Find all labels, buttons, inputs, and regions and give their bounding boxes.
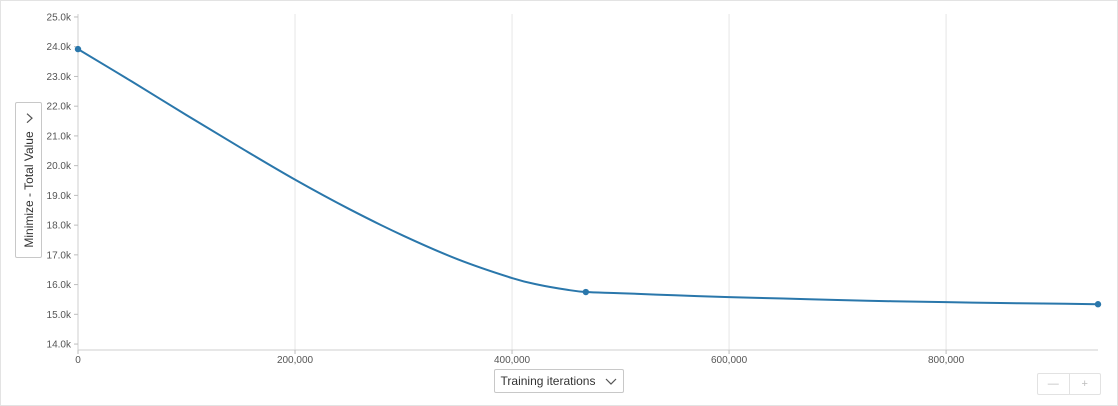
y-tick-label: 19.0k <box>47 191 72 202</box>
zoom-controls: — + <box>1037 373 1101 395</box>
axes <box>77 14 1098 351</box>
data-point[interactable] <box>1094 301 1102 308</box>
x-tick-label: 800,000 <box>928 355 965 366</box>
x-tick-label: 200,000 <box>277 355 314 366</box>
y-tick-label: 24.0k <box>47 42 72 53</box>
zoom-out-button[interactable]: — <box>1047 378 1059 390</box>
x-axis-ticks: 0 200,000 400,000 600,000 800,000 <box>75 350 965 366</box>
chevron-down-icon <box>606 378 617 385</box>
y-tick-label: 21.0k <box>47 131 72 142</box>
y-tick-label: 22.0k <box>47 102 72 113</box>
grid-lines <box>294 14 947 350</box>
y-axis-metric-selector[interactable]: Minimize - Total Value <box>15 102 42 258</box>
y-tick-label: 25.0k <box>47 12 72 23</box>
x-axis-metric-selector[interactable]: Training iterations <box>494 369 624 393</box>
y-tick-label: 18.0k <box>47 221 72 232</box>
y-tick-label: 23.0k <box>47 72 72 83</box>
y-axis-selector-content: Minimize - Total Value <box>21 112 36 248</box>
x-tick-label: 0 <box>75 355 81 366</box>
y-tick-label: 15.0k <box>47 310 72 321</box>
x-tick-label: 400,000 <box>494 355 531 366</box>
y-tick-label: 20.0k <box>47 161 72 172</box>
chevron-down-icon <box>25 112 32 123</box>
zoom-in-button[interactable]: + <box>1068 374 1101 394</box>
series-line <box>77 48 1099 306</box>
y-axis-ticks: 14.0k 15.0k 16.0k 17.0k 18.0k 19.0k 20.0k 21.0k… <box>47 12 78 351</box>
x-tick-label: 600,000 <box>711 355 748 366</box>
data-point[interactable] <box>582 288 590 296</box>
x-axis-label: Training iterations <box>500 374 596 388</box>
y-tick-label: 14.0k <box>47 340 72 351</box>
data-point[interactable] <box>74 45 82 53</box>
y-tick-label: 16.0k <box>47 280 72 291</box>
y-axis-label: Minimize - Total Value <box>21 131 36 248</box>
series-group <box>74 45 1102 308</box>
y-tick-label: 17.0k <box>47 250 72 261</box>
